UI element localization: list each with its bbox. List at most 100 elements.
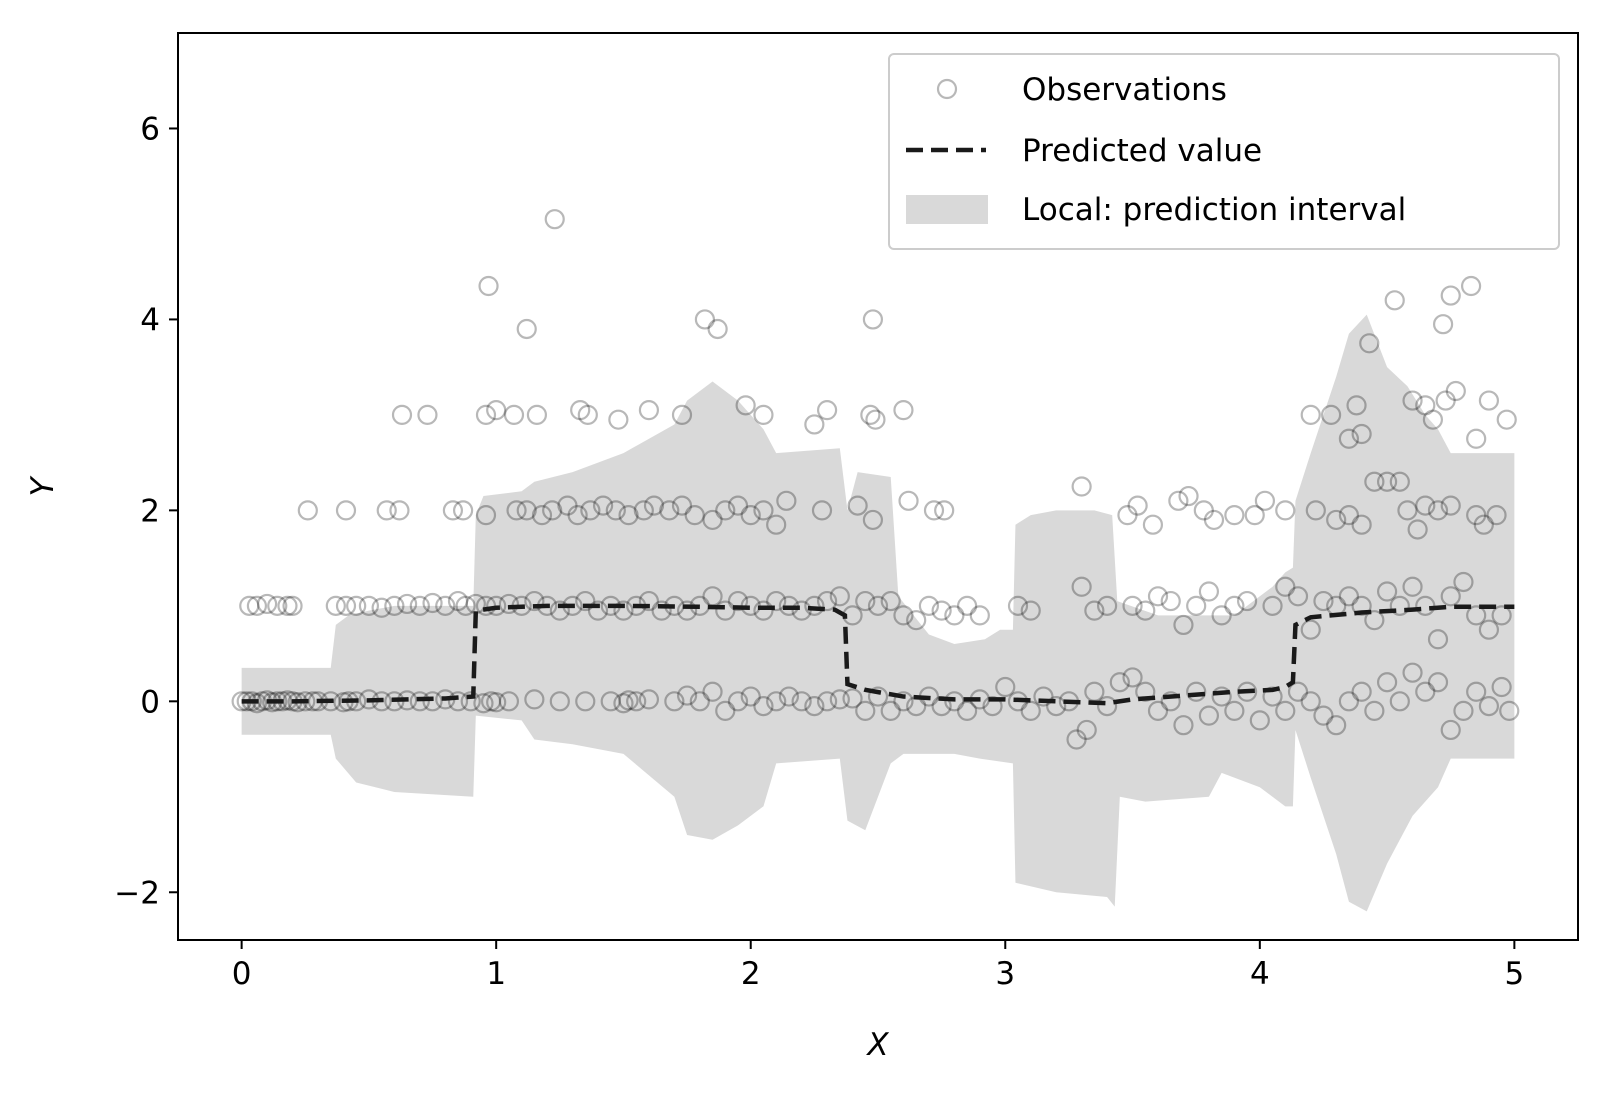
- y-tick-label: 0: [140, 684, 160, 720]
- observation-point: [587, 600, 609, 621]
- observation-point: [396, 593, 418, 615]
- y-tick-label: −2: [114, 875, 160, 911]
- observation-point: [804, 414, 825, 435]
- observation-point: [684, 505, 705, 526]
- observation-point: [1076, 719, 1097, 741]
- observation-point: [567, 505, 588, 526]
- observation-point: [931, 600, 952, 621]
- observation-point: [855, 700, 876, 721]
- observation-point: [1427, 500, 1449, 521]
- observation-point: [766, 514, 787, 535]
- observation-point: [1287, 586, 1309, 607]
- observation-point: [1466, 681, 1487, 702]
- observation-point: [447, 590, 469, 612]
- observation-point: [335, 595, 357, 616]
- observation-point: [297, 500, 318, 521]
- prediction-interval-band: [241, 314, 1515, 912]
- observation-point: [1287, 681, 1309, 702]
- observation-point: [1096, 595, 1118, 616]
- y-tick-label: 2: [140, 493, 160, 529]
- observation-point: [1127, 495, 1148, 516]
- observation-point: [526, 404, 548, 425]
- observation-point: [577, 404, 598, 425]
- observation-point: [816, 400, 838, 421]
- observation-point: [1300, 619, 1321, 640]
- observation-point: [829, 689, 850, 710]
- observation-point: [1364, 610, 1385, 631]
- observation-point: [969, 605, 990, 626]
- observation-point: [1168, 490, 1189, 511]
- observation-point: [1453, 571, 1474, 593]
- observation-point: [475, 505, 497, 526]
- x-axis-label: X: [865, 1027, 889, 1063]
- observation-point: [549, 691, 570, 712]
- observation-point: [1300, 691, 1321, 712]
- observation-point: [460, 691, 481, 712]
- observation-point: [246, 595, 268, 616]
- observation-point: [727, 691, 749, 712]
- observation-point: [1236, 590, 1258, 612]
- observation-point: [1427, 672, 1449, 693]
- observation-point: [1338, 691, 1360, 712]
- observation-point: [580, 500, 601, 521]
- observation-point: [1305, 500, 1326, 521]
- observation-point: [694, 309, 716, 330]
- observation-point: [1435, 390, 1456, 411]
- observation-point: [1486, 505, 1507, 526]
- observation-point: [1117, 505, 1138, 526]
- observation-point: [516, 500, 537, 521]
- observation-point: [1432, 314, 1454, 335]
- observation-point: [934, 500, 955, 521]
- observation-point: [1254, 490, 1276, 511]
- observation-point: [1122, 667, 1143, 688]
- observation-point: [1262, 686, 1283, 707]
- observation-point: [549, 600, 570, 621]
- observation-point: [982, 695, 1003, 717]
- observation-point: [613, 693, 634, 714]
- observation-point: [1224, 505, 1245, 526]
- observation-point: [1364, 700, 1385, 721]
- observation-point: [791, 691, 812, 712]
- observation-point: [256, 593, 278, 615]
- observation-point: [384, 595, 405, 616]
- x-tick-label: 4: [1250, 956, 1270, 992]
- observation-point: [1415, 495, 1436, 516]
- observation-point: [651, 600, 672, 621]
- observation-point: [727, 590, 749, 612]
- observation-point: [918, 595, 940, 616]
- predicted-value-line: [241, 603, 1515, 706]
- observation-point: [1351, 681, 1372, 702]
- legend-observations-marker: [936, 78, 958, 100]
- observation-point: [893, 605, 914, 626]
- observation-point: [1359, 333, 1380, 354]
- observation-point: [1224, 700, 1245, 721]
- observation-point: [638, 400, 660, 421]
- observation-point: [282, 595, 303, 616]
- observation-point: [1402, 662, 1423, 683]
- observation-point: [1147, 586, 1169, 607]
- observation-point: [409, 691, 430, 712]
- observation-point: [1160, 691, 1181, 712]
- observation-point: [1440, 495, 1461, 516]
- observation-point: [1186, 595, 1207, 616]
- observation-point: [1178, 485, 1199, 507]
- observation-point: [893, 691, 914, 712]
- observation-point: [811, 500, 833, 521]
- observation-point: [1313, 705, 1334, 726]
- observation-point: [1109, 672, 1130, 693]
- observation-point: [389, 500, 410, 521]
- observation-point: [633, 500, 654, 521]
- observation-point: [435, 595, 456, 616]
- observation-point: [498, 593, 520, 615]
- observation-point: [862, 509, 884, 531]
- observation-point: [1473, 514, 1494, 535]
- y-axis-label: Y: [25, 475, 61, 496]
- observation-point: [715, 500, 736, 521]
- observation-point: [376, 500, 397, 521]
- observation-point: [855, 590, 876, 612]
- observation-point: [766, 590, 787, 612]
- observation-point: [1407, 519, 1428, 540]
- observation-point: [1338, 428, 1360, 449]
- x-tick-label: 2: [741, 956, 761, 992]
